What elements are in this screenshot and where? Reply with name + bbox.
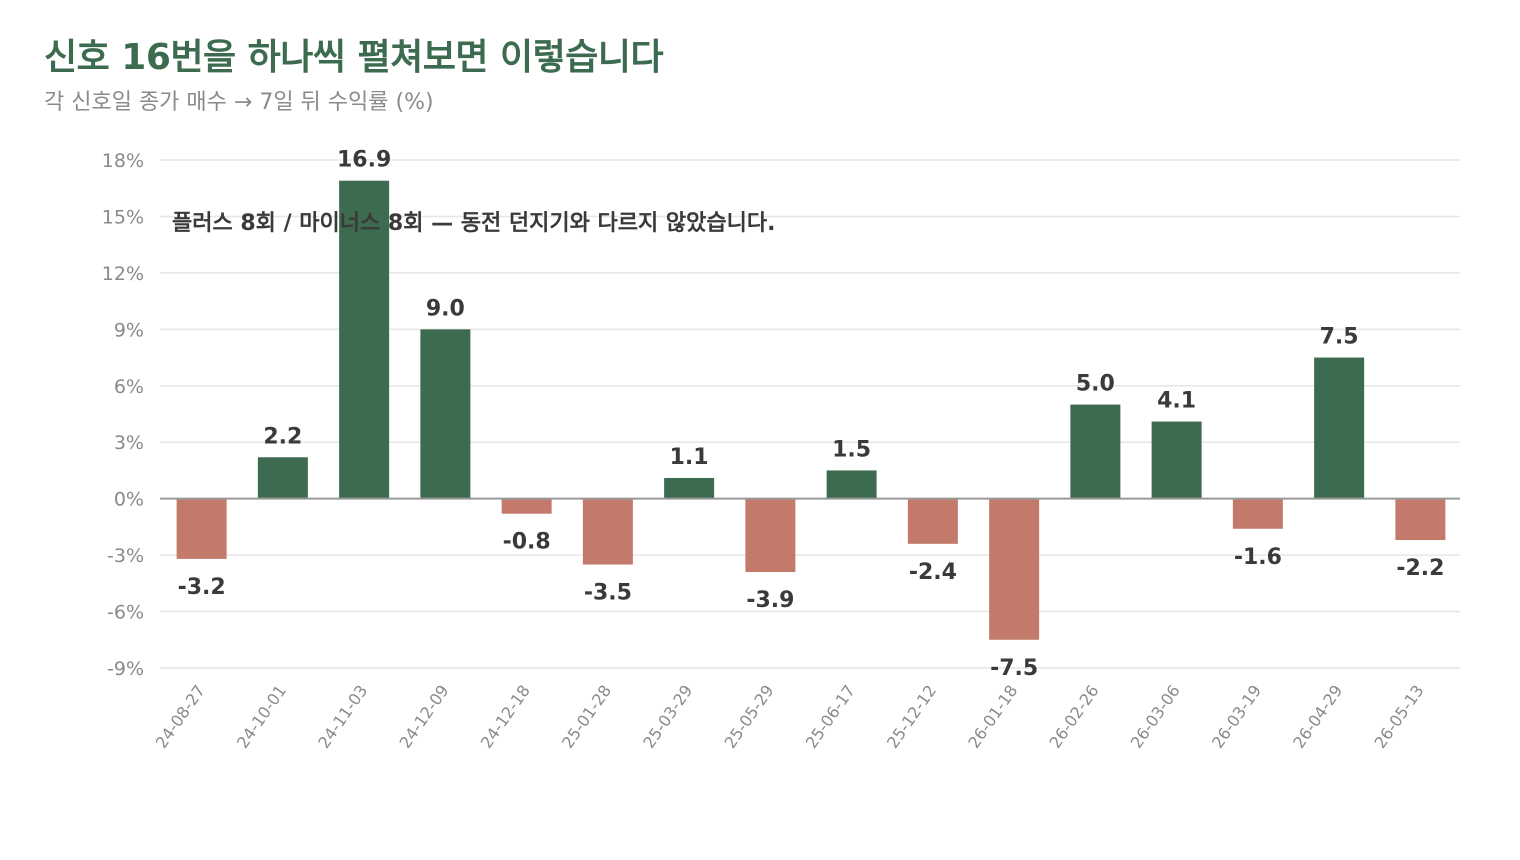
- value-label: -3.2: [178, 575, 226, 600]
- x-tick-label: 24-11-03: [314, 681, 371, 751]
- value-label: -7.5: [990, 656, 1038, 681]
- bar: [745, 498, 796, 573]
- bar: [907, 498, 958, 544]
- x-tick-label: 24-08-27: [152, 681, 209, 751]
- x-tick-label: 25-01-28: [558, 681, 615, 751]
- bar: [826, 470, 877, 499]
- x-tick-label: 24-10-01: [233, 681, 290, 751]
- bar: [664, 477, 715, 499]
- value-label: 16.9: [337, 148, 391, 173]
- value-label: -0.8: [503, 530, 551, 555]
- y-tick-label: 9%: [114, 319, 144, 341]
- value-label: -3.9: [746, 588, 794, 613]
- x-tick-label: 26-05-13: [1370, 681, 1427, 751]
- y-tick-label: 18%: [102, 150, 144, 172]
- x-tick-label: 26-03-06: [1127, 681, 1184, 751]
- value-label: 2.2: [263, 424, 302, 449]
- y-tick-label: -3%: [107, 545, 144, 567]
- bar: [1151, 421, 1202, 499]
- y-axis-ticks: 18% 15% 12% 9% 6% 3% 0% -3% -6% -9%: [102, 150, 144, 680]
- y-tick-label: -9%: [107, 658, 144, 680]
- bar: [1070, 404, 1121, 499]
- x-tick-label: 25-12-12: [883, 681, 940, 751]
- chart-title: 신호 16번을 하나씩 펼쳐보면 이렇습니다: [44, 37, 664, 78]
- bar: [176, 498, 227, 559]
- x-tick-label: 26-04-29: [1289, 681, 1346, 751]
- bar: [582, 498, 633, 565]
- x-tick-label: 25-06-17: [802, 681, 859, 751]
- value-label: 9.0: [426, 296, 465, 321]
- y-tick-label: 12%: [102, 263, 144, 285]
- chart-subtitle: 각 신호일 종가 매수 → 7일 뒤 수익률 (%): [44, 90, 434, 115]
- value-label: -1.6: [1234, 545, 1282, 570]
- y-tick-label: 0%: [114, 489, 144, 511]
- bar: [257, 457, 308, 499]
- chart-annotation: 플러스 8회 / 마이너스 8회 — 동전 던지기와 다르지 않았습니다.: [172, 211, 775, 236]
- y-tick-label: 15%: [102, 206, 144, 228]
- bar: [1314, 357, 1365, 499]
- x-axis-ticks: 24-08-27 24-10-01 24-11-03 24-12-09 24-12-18…: [152, 681, 1428, 751]
- bar: [1395, 498, 1446, 541]
- x-tick-label: 26-02-26: [1045, 681, 1102, 751]
- value-label: -2.2: [1396, 556, 1444, 581]
- value-label: -2.4: [909, 560, 957, 585]
- bar: [501, 498, 552, 514]
- x-tick-label: 25-03-29: [639, 681, 696, 751]
- bar: [339, 180, 390, 499]
- y-tick-label: 6%: [114, 376, 144, 398]
- value-label: -3.5: [584, 581, 632, 606]
- bars: [176, 180, 1446, 640]
- value-label: 7.5: [1320, 325, 1359, 350]
- value-labels: -3.2 2.2 16.9 9.0 -0.8 -3.5 1.1 -3.9 1.5 -2.4 -7.5…: [178, 148, 1445, 681]
- y-tick-label: -6%: [107, 602, 144, 624]
- bar: [989, 498, 1040, 640]
- value-label: 4.1: [1157, 389, 1196, 414]
- y-tick-label: 3%: [114, 432, 144, 454]
- x-tick-label: 26-03-19: [1208, 681, 1265, 751]
- value-label: 5.0: [1076, 372, 1115, 397]
- x-tick-label: 24-12-09: [395, 681, 452, 751]
- value-label: 1.5: [832, 437, 871, 462]
- bar: [1232, 498, 1283, 529]
- value-label: 1.1: [670, 445, 709, 470]
- x-tick-label: 24-12-18: [477, 681, 534, 751]
- bar: [420, 329, 471, 499]
- x-tick-label: 26-01-18: [964, 681, 1021, 751]
- x-tick-label: 25-05-29: [720, 681, 777, 751]
